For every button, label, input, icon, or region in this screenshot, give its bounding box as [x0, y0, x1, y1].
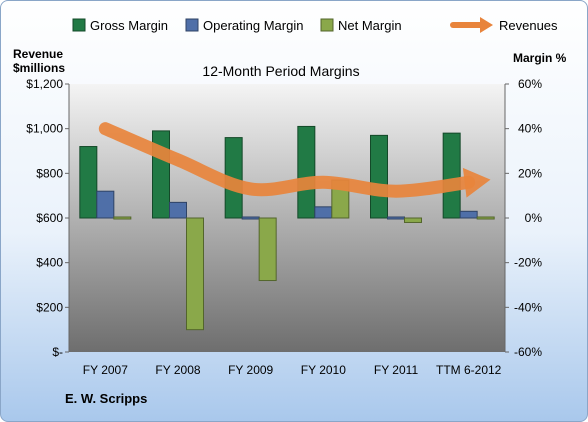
- right-tick-label: 0%: [525, 211, 543, 225]
- x-tick-label: FY 2009: [228, 363, 273, 377]
- bar-operating-margin: [169, 201, 187, 219]
- bar-operating-margin: [314, 206, 333, 219]
- left-tick-label: $600: [36, 211, 63, 225]
- bar-net-margin: [113, 216, 132, 220]
- left-tick-label: $400: [36, 256, 63, 270]
- bar-net-margin: [258, 217, 277, 282]
- right-tick-label: 20%: [518, 166, 542, 180]
- bar-gross-margin: [370, 134, 388, 219]
- revenue-series: [98, 122, 491, 198]
- bar-gross-margin: [442, 132, 461, 219]
- bar-gross-margin: [79, 146, 98, 219]
- x-tick-label: TTM 6-2012: [436, 363, 502, 377]
- left-axis-label-line2: $millions: [13, 61, 65, 75]
- legend-label: Operating Margin: [203, 18, 303, 33]
- left-axis-label-line1: Revenue: [13, 47, 63, 61]
- right-tick-label: 60%: [518, 77, 542, 91]
- left-tick-label: $1,000: [26, 122, 63, 136]
- right-tick-label: -20%: [514, 256, 542, 270]
- bar-operating-margin: [387, 216, 405, 220]
- x-tick-label: FY 2007: [83, 363, 128, 377]
- bar-operating-margin: [459, 210, 478, 219]
- legend-arrow-head: [480, 17, 493, 33]
- legend-swatch: [320, 18, 334, 32]
- left-tick-label: $-: [52, 345, 63, 359]
- x-tick-label: FY 2011: [374, 363, 419, 377]
- left-tick-label: $200: [36, 300, 63, 314]
- right-tick-label: -60%: [514, 345, 542, 359]
- bar-operating-margin: [96, 190, 115, 219]
- legend-label: Gross Margin: [90, 18, 168, 33]
- legend-label: Net Margin: [338, 18, 402, 33]
- legend-swatch: [185, 18, 199, 32]
- left-axis: $- $200 $400 $600 $800 $1,000 $1,200: [26, 77, 70, 359]
- bar-net-margin: [186, 217, 204, 331]
- right-axis: -60% -40% -20% 0% 20% 40% 60%: [504, 77, 543, 359]
- bar-operating-margin: [241, 216, 260, 220]
- left-tick-label: $800: [36, 166, 63, 180]
- right-tick-label: 40%: [518, 122, 542, 136]
- x-tick-label: FY 2010: [301, 363, 346, 377]
- company-name: E. W. Scripps: [65, 391, 147, 406]
- left-tick-label: $1,200: [26, 77, 63, 91]
- legend: Gross Margin Operating Margin Net Margin Re…: [72, 17, 558, 33]
- bar-gross-margin: [297, 125, 316, 219]
- bar-net-margin: [476, 216, 495, 220]
- chart-title: 12-Month Period Margins: [202, 63, 359, 79]
- revenue-line: [98, 122, 476, 198]
- revenue-arrowhead: [462, 167, 491, 198]
- legend-swatch: [72, 18, 86, 32]
- right-tick-label: -40%: [514, 300, 542, 314]
- bar-net-margin: [404, 217, 422, 223]
- legend-label: Revenues: [499, 18, 558, 33]
- x-axis: FY 2007 FY 2008 FY 2009 FY 2010 FY 2011 TTM 6…: [83, 363, 502, 377]
- plot-area: [69, 84, 505, 352]
- right-axis-label: Margin %: [513, 51, 567, 65]
- x-tick-label: FY 2008: [155, 363, 200, 377]
